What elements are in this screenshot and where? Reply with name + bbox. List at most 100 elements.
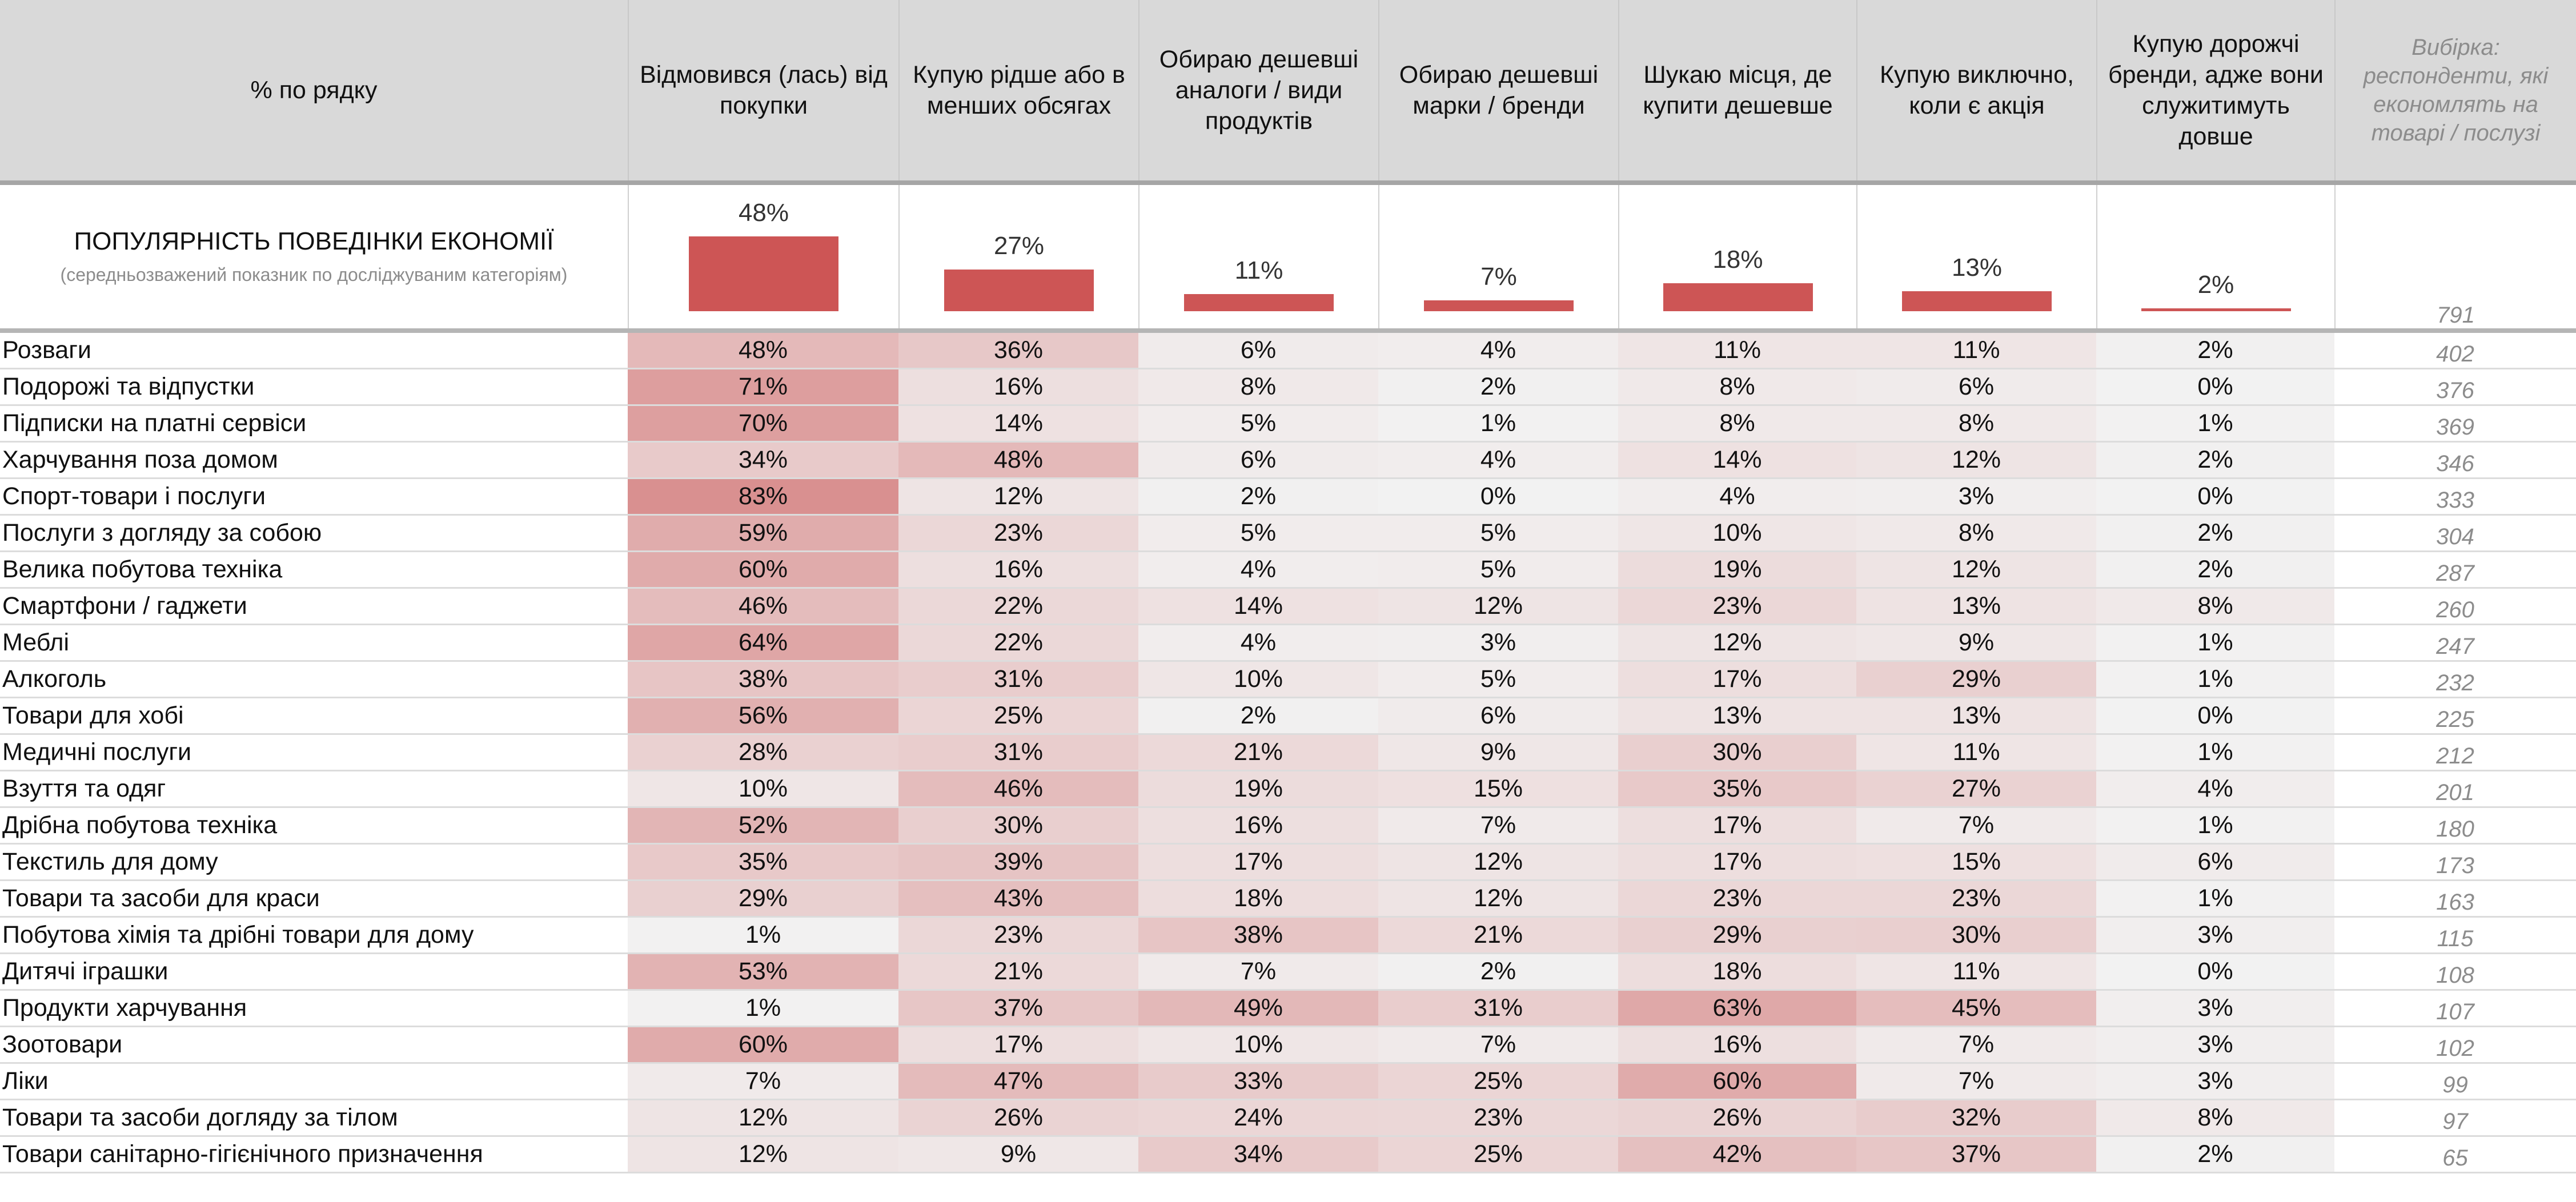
sample-size: 260 [2436, 597, 2474, 622]
row-label: Медичні послуги [2, 738, 192, 766]
heat-cell: 10% [1618, 516, 1856, 550]
summary-row: ПОПУЛЯРНІСТЬ ПОВЕДІНКИ ЕКОНОМІЇ (середнь… [0, 185, 2576, 333]
table-row: Підписки на платні сервіси 70% 14% 5% 1% 8% 8%… [0, 406, 2576, 443]
heat-cell: 60% [628, 1027, 898, 1062]
heat-cell: 10% [1138, 662, 1378, 697]
heat-cell: 23% [1378, 1100, 1618, 1135]
heat-cell: 7% [1138, 954, 1378, 989]
summary-bar [689, 236, 838, 311]
heat-cell: 60% [1618, 1064, 1856, 1099]
table-row: Розваги 48% 36% 6% 4% 11% 11% 2% 402 [0, 333, 2576, 369]
heat-cell: 37% [1856, 1137, 2096, 1172]
heat-cell: 5% [1378, 552, 1618, 587]
table-row: Меблі 64% 22% 4% 3% 12% 9% 1% 247 [0, 625, 2576, 662]
summary-title: ПОПУЛЯРНІСТЬ ПОВЕДІНКИ ЕКОНОМІЇ [74, 227, 554, 255]
heat-cell: 46% [628, 589, 898, 624]
heat-cell: 29% [1856, 662, 2096, 697]
heat-cell: 23% [1618, 589, 1856, 624]
column-header: Шукаю місця, де купити дешевше [1618, 0, 1856, 180]
row-label: Товари санітарно-гігієнічного призначенн… [2, 1140, 483, 1168]
heat-cell: 7% [1378, 808, 1618, 843]
heat-cell: 24% [1138, 1100, 1378, 1135]
heat-cell: 31% [1378, 991, 1618, 1026]
sample-size: 369 [2436, 415, 2474, 440]
heat-cell: 27% [1856, 771, 2096, 806]
heat-cell: 6% [2096, 845, 2334, 879]
table-row: Зоотовари 60% 17% 10% 7% 16% 7% 3% 102 [0, 1027, 2576, 1064]
column-header: Обираю дешевші марки / бренди [1378, 0, 1618, 180]
row-label: Подорожі та відпустки [2, 373, 255, 400]
behavior-table: % по рядку Відмовився (лась) від покупки… [0, 0, 2576, 1173]
summary-bar-cell: 2% [2096, 185, 2334, 328]
heat-cell: 71% [628, 369, 898, 404]
heat-cell: 2% [2096, 552, 2334, 587]
sample-size: 108 [2436, 963, 2474, 988]
heat-cell: 6% [1138, 333, 1378, 368]
summary-bar [1424, 300, 1574, 311]
heat-cell: 14% [1618, 443, 1856, 477]
sample-size: 65 [2442, 1145, 2468, 1171]
heat-cell: 2% [1138, 479, 1378, 514]
heat-cell: 7% [1856, 1064, 2096, 1099]
heat-cell: 25% [1378, 1064, 1618, 1099]
heat-cell: 37% [898, 991, 1138, 1026]
sample-size: 115 [2437, 926, 2474, 951]
heat-cell: 8% [1856, 406, 2096, 441]
column-header: Відмовився (лась) від покупки [628, 0, 898, 180]
row-label: Продукти харчування [2, 994, 247, 1022]
row-label: Товари для хобі [2, 702, 184, 729]
sample-size: 232 [2436, 670, 2474, 696]
heat-cell: 29% [1618, 918, 1856, 952]
heat-cell: 8% [1618, 406, 1856, 441]
sample-size: 346 [2436, 451, 2474, 476]
heat-cell: 0% [2096, 954, 2334, 989]
table-row: Дрібна побутова техніка 52% 30% 16% 7% 17% 7% 1… [0, 808, 2576, 845]
column-header: Купую виключно, коли є акція [1856, 0, 2096, 180]
heat-cell: 4% [1138, 625, 1378, 660]
heat-cell: 7% [1378, 1027, 1618, 1062]
heat-cell: 1% [2096, 406, 2334, 441]
summary-bar-label: 27% [993, 231, 1045, 260]
heat-cell: 5% [1378, 662, 1618, 697]
heat-cell: 25% [1378, 1137, 1618, 1172]
table-row: Побутова хімія та дрібні товари для дому… [0, 918, 2576, 954]
heat-cell: 19% [1618, 552, 1856, 587]
heat-cell: 3% [1856, 479, 2096, 514]
heat-cell: 5% [1378, 516, 1618, 550]
column-header: Обираю дешевші аналоги / види продуктів [1138, 0, 1378, 180]
row-label: Велика побутова техніка [2, 556, 283, 583]
heat-cell: 16% [898, 369, 1138, 404]
heat-cell: 12% [1378, 845, 1618, 879]
heat-cell: 23% [898, 516, 1138, 550]
row-label: Товари та засоби догляду за тілом [2, 1104, 398, 1131]
heat-cell: 34% [628, 443, 898, 477]
heat-cell: 56% [628, 698, 898, 733]
heat-cell: 4% [1618, 479, 1856, 514]
heat-cell: 46% [898, 771, 1138, 806]
heat-cell: 4% [1378, 443, 1618, 477]
heat-cell: 3% [2096, 1064, 2334, 1099]
heat-cell: 28% [628, 735, 898, 770]
row-label: Дитячі іграшки [2, 958, 168, 985]
heat-cell: 23% [1856, 881, 2096, 916]
heat-cell: 30% [1618, 735, 1856, 770]
heat-cell: 12% [1856, 443, 2096, 477]
row-label: Смартфони / гаджети [2, 592, 247, 620]
table-row: Ліки 7% 47% 33% 25% 60% 7% 3% 99 [0, 1064, 2576, 1100]
table-row: Харчування поза домом 34% 48% 6% 4% 14% 12% 2% 3… [0, 443, 2576, 479]
heat-cell: 21% [898, 954, 1138, 989]
summary-bar-label: 7% [1480, 262, 1517, 291]
heat-cell: 16% [1138, 808, 1378, 843]
heat-cell: 70% [628, 406, 898, 441]
heat-cell: 6% [1138, 443, 1378, 477]
heat-cell: 12% [628, 1137, 898, 1172]
heat-cell: 49% [1138, 991, 1378, 1026]
heat-cell: 11% [1856, 333, 2096, 368]
heat-cell: 0% [2096, 369, 2334, 404]
sample-size: 99 [2442, 1072, 2468, 1098]
summary-bar [1184, 294, 1334, 311]
heat-cell: 52% [628, 808, 898, 843]
summary-bar-cell: 13% [1856, 185, 2096, 328]
heat-cell: 17% [1138, 845, 1378, 879]
summary-bar-cell: 7% [1378, 185, 1618, 328]
